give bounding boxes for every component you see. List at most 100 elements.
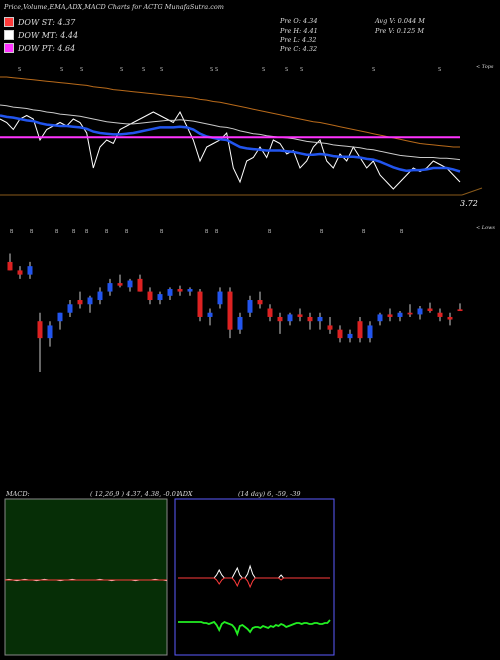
stat-pre-close: Pre C: 4.32 — [280, 45, 318, 53]
top-mark: S — [372, 67, 375, 73]
candle-body — [187, 289, 193, 292]
adx-series-di-minus — [178, 577, 330, 589]
low-mark: B — [85, 229, 89, 235]
candle-body — [57, 312, 63, 322]
stat-pre-low: Pre L: 4.32 — [280, 36, 317, 44]
top-mark: S — [120, 67, 123, 73]
chart-title: Price,Volume,EMA,ADX,MACD Charts for ACT… — [4, 3, 224, 11]
candle-body — [287, 314, 293, 322]
low-mark: B — [125, 229, 129, 235]
legend-dow-mt: DOW MT: 4.44 — [4, 30, 78, 40]
swatch-dow-mt — [4, 30, 14, 40]
legend-dow-pt-label: DOW PT: 4.64 — [18, 43, 76, 53]
top-mark: S — [262, 67, 265, 73]
macd-values: ( 12,26,9 ) 4.37, 4.38, -0.01 — [90, 490, 180, 498]
stat-avg-volume: Avg V: 0.044 M — [375, 17, 425, 25]
low-mark: B — [10, 229, 14, 235]
candle-body — [227, 291, 233, 330]
candle-body — [307, 316, 313, 322]
macd-frame — [4, 498, 168, 656]
top-mark: S — [60, 67, 63, 73]
top-mark: S — [142, 67, 145, 73]
low-mark: B — [160, 229, 164, 235]
candle-body — [437, 312, 443, 317]
candle-body — [107, 283, 113, 292]
low-mark: B — [268, 229, 272, 235]
candle-body — [127, 280, 133, 288]
series-ema-long — [0, 76, 460, 148]
candle-body — [167, 289, 173, 296]
series-close — [0, 110, 461, 190]
top-mark: S — [210, 67, 213, 73]
macd-label: MACD: — [6, 490, 30, 498]
top-mark: S — [80, 67, 83, 73]
last-price-label: 3.72 — [460, 199, 478, 208]
adx-label: ADX — [178, 490, 193, 498]
candle-body — [117, 283, 123, 286]
swatch-dow-st — [4, 17, 14, 27]
candle-body — [157, 294, 163, 301]
candle-body — [217, 291, 223, 305]
price-panel — [0, 76, 483, 196]
legend-dow-mt-label: DOW MT: 4.44 — [18, 30, 79, 40]
candle-body — [147, 291, 153, 301]
candle-body — [417, 308, 423, 315]
baseline-tail — [461, 187, 483, 196]
candle-body — [247, 300, 253, 313]
candle-body — [397, 312, 403, 317]
low-mark: B — [320, 229, 324, 235]
candle-body — [317, 316, 323, 322]
series-ema-short — [0, 114, 461, 173]
candle-body — [377, 314, 383, 322]
top-mark: S — [18, 67, 21, 73]
top-mark: S — [300, 67, 303, 73]
candle-body — [97, 291, 103, 301]
candle-body — [237, 316, 243, 330]
candle-body — [207, 312, 213, 317]
candle-body — [427, 308, 433, 312]
candle-body — [367, 325, 373, 339]
low-mark: B — [30, 229, 34, 235]
candle-body — [357, 321, 363, 339]
swatch-dow-pt — [4, 43, 14, 53]
candle-body — [447, 316, 453, 320]
legend-dow-st: DOW ST: 4.37 — [4, 17, 75, 27]
low-mark: B — [400, 229, 404, 235]
candle-body — [17, 270, 23, 275]
top-mark: S — [160, 67, 163, 73]
low-mark: B — [215, 229, 219, 235]
stat-pre-high: Pre H: 4.41 — [280, 27, 318, 35]
candle-body — [457, 309, 463, 312]
low-mark: B — [105, 229, 109, 235]
candle-body — [407, 312, 413, 315]
candle-body — [27, 266, 33, 275]
candle-body — [67, 304, 73, 313]
legend-dow-pt: DOW PT: 4.64 — [4, 43, 75, 53]
adx-values: (14 day) 6, -59, -39 — [238, 490, 301, 498]
macd-panel — [4, 498, 168, 656]
candle-body — [327, 325, 333, 330]
lows-label: < Lows — [476, 225, 495, 231]
candle-body — [47, 325, 53, 339]
low-mark: B — [72, 229, 76, 235]
candle-body — [297, 314, 303, 317]
candle-body — [267, 308, 273, 317]
stat-pre-open: Pre O: 4.34 — [280, 17, 318, 25]
low-mark: B — [362, 229, 366, 235]
candle-body — [37, 321, 43, 339]
adx-panel — [174, 498, 335, 656]
top-mark: S — [438, 67, 441, 73]
candle-body — [7, 261, 13, 271]
candles — [7, 253, 463, 372]
candle-body — [137, 278, 143, 292]
candle-body — [87, 297, 93, 305]
series-ema-mid — [0, 104, 461, 161]
candle-body — [197, 291, 203, 317]
candle-body — [257, 300, 263, 305]
legend-dow-st-label: DOW ST: 4.37 — [18, 17, 76, 27]
adx-series-di-plus — [178, 619, 331, 637]
stat-pre-volume: Pre V: 0.125 M — [375, 27, 425, 35]
